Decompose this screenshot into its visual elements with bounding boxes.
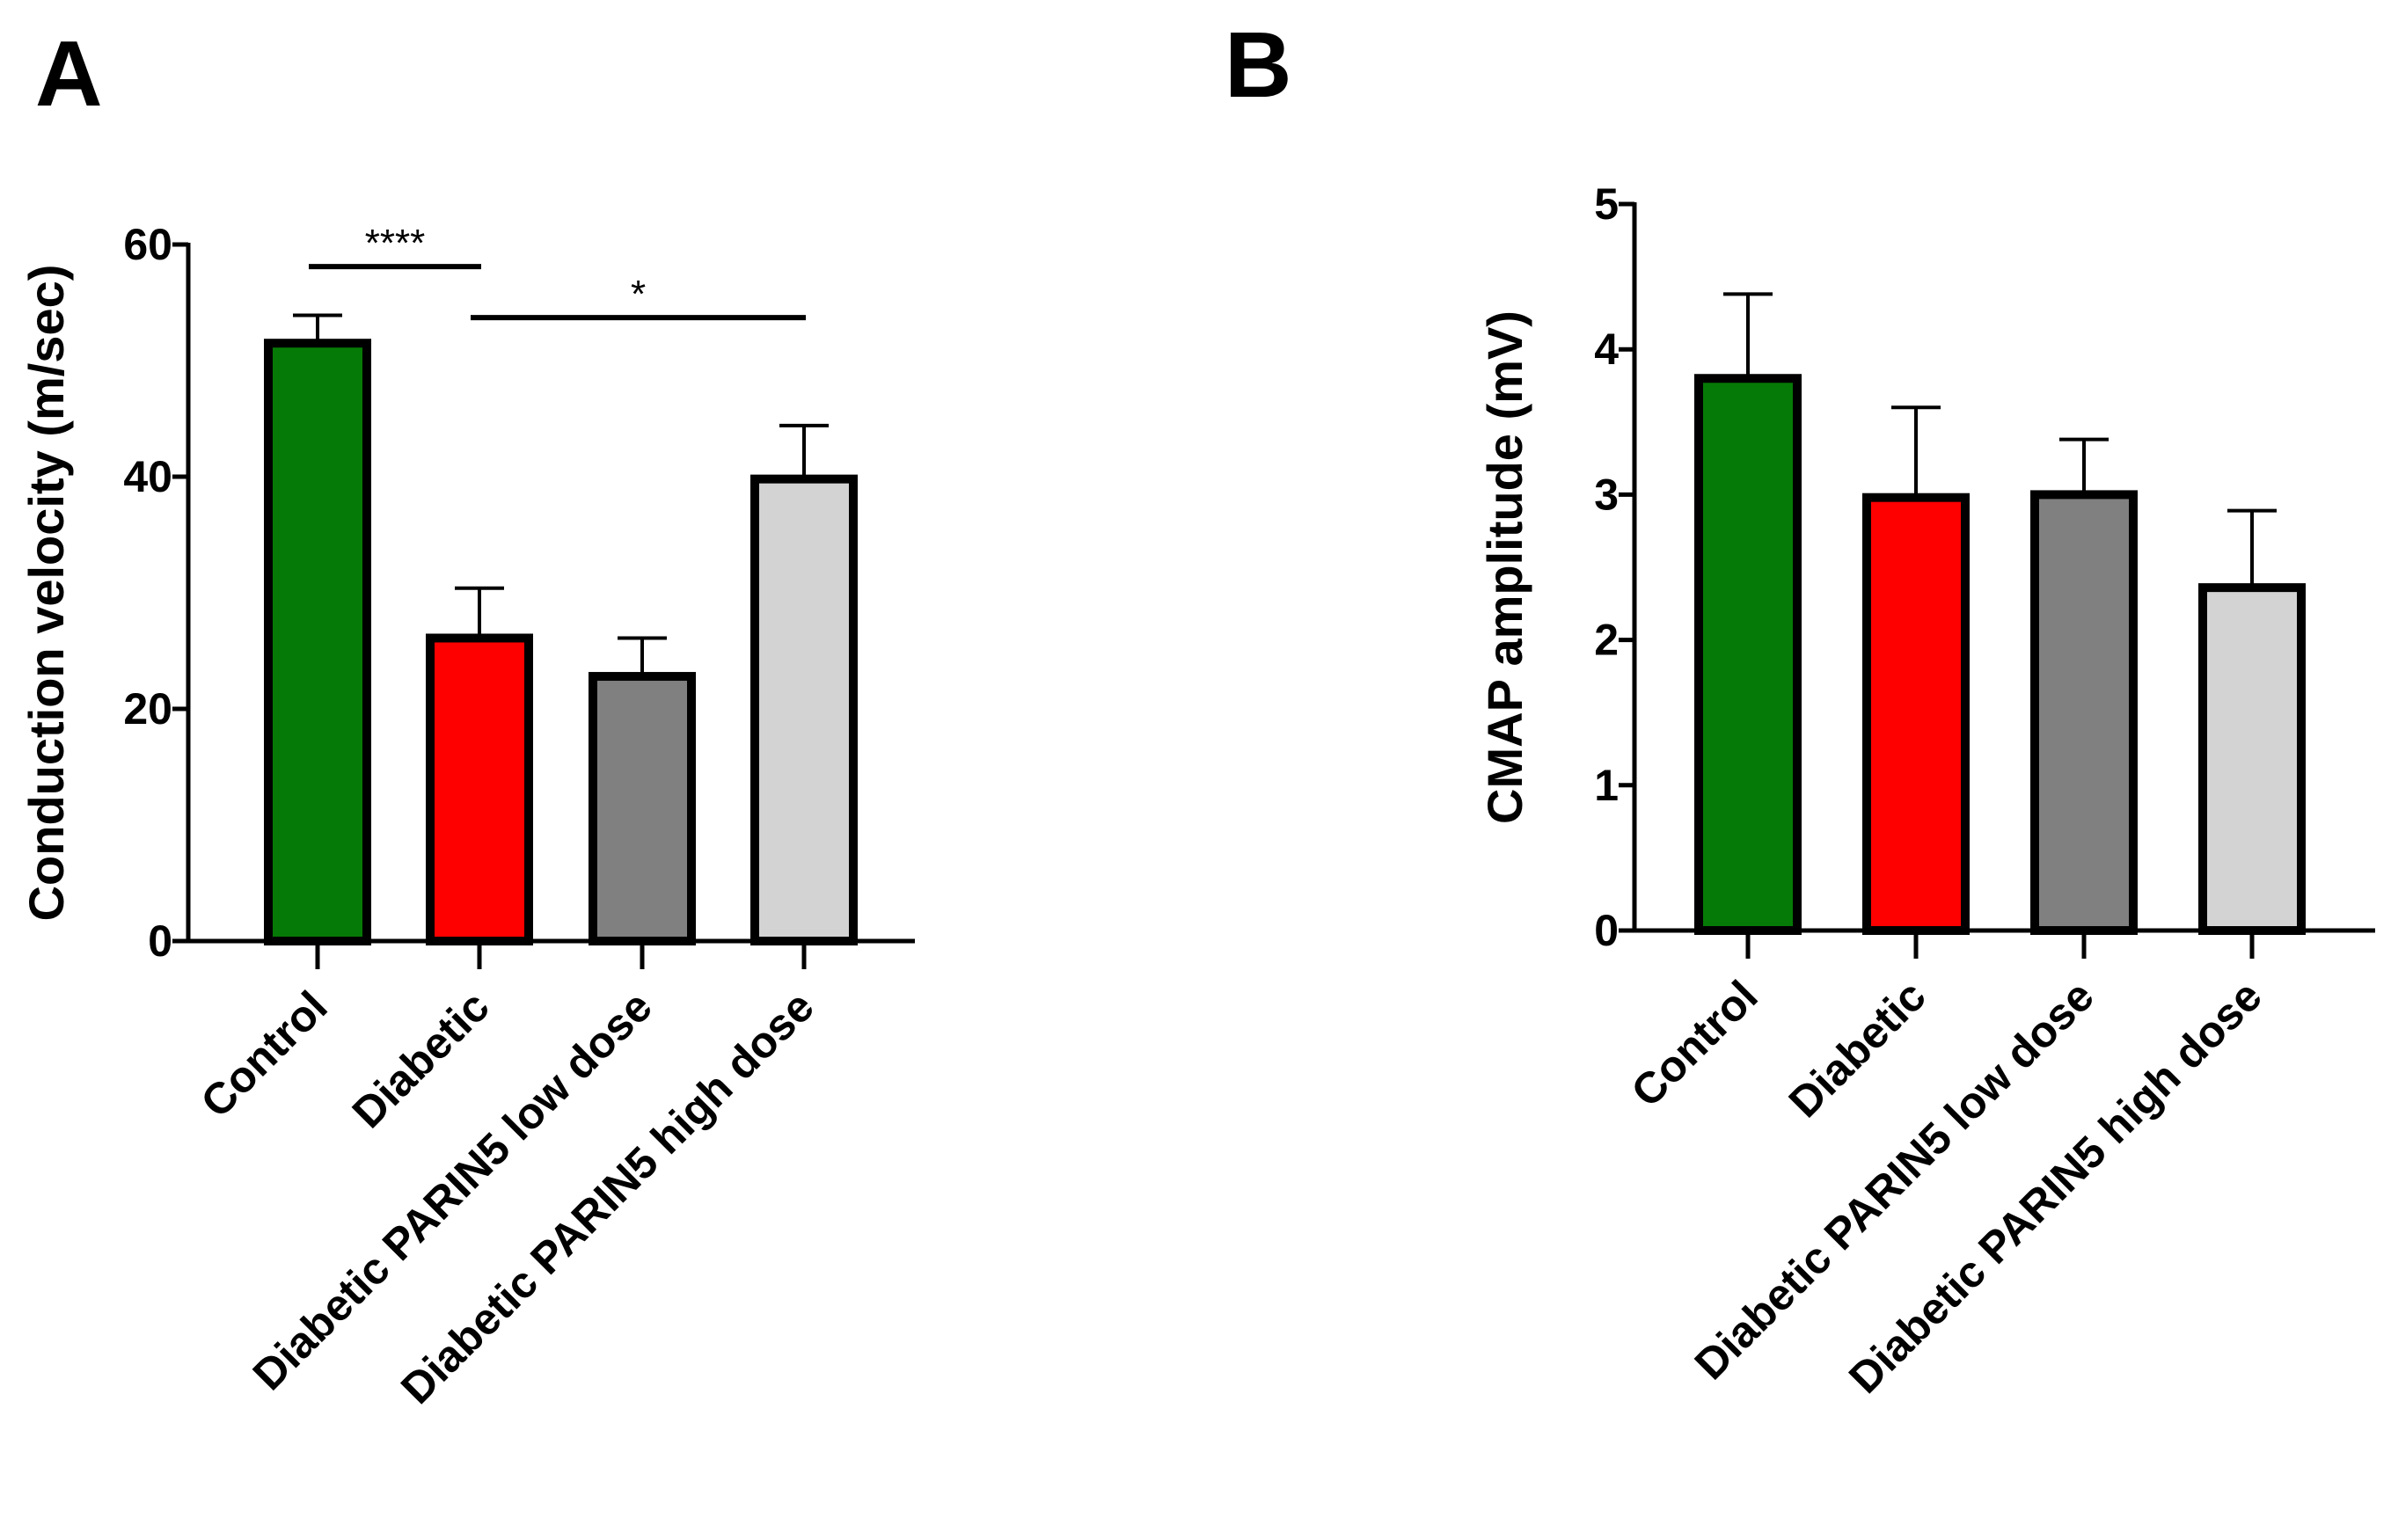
bar-b-3 — [2030, 490, 2138, 936]
bar-b-1 — [1694, 374, 1802, 935]
bar-a-4 — [750, 474, 858, 945]
bar-a-1 — [264, 339, 371, 945]
bar-a-3 — [589, 672, 696, 945]
y-axis-title-a: Conduction velocity (m/sec) — [18, 265, 74, 922]
y-axis-title-b: CMAP amplitude (mV) — [1477, 310, 1532, 824]
bar-a-2 — [426, 633, 533, 945]
x-category-label-b-2: Diabetic — [1780, 971, 1935, 1127]
bar-b-2 — [1862, 493, 1970, 935]
x-category-label-a-2: Diabetic — [343, 982, 499, 1137]
y-tick-label-b-2: 2 — [1594, 616, 1619, 665]
y-tick-label-b-1: 1 — [1594, 761, 1619, 810]
y-tick-label-a-0: 0 — [148, 916, 172, 966]
y-tick-label-b-0: 0 — [1594, 906, 1619, 955]
y-tick-label-a-2: 40 — [123, 452, 172, 501]
significance-label-a-1: **** — [365, 222, 426, 265]
significance-label-a-2: * — [631, 273, 646, 316]
x-category-label-a-1: Control — [192, 982, 337, 1127]
panel-label-a: A — [35, 22, 103, 126]
y-tick-label-a-1: 20 — [123, 684, 172, 734]
y-tick-label-b-5: 5 — [1594, 179, 1619, 229]
y-tick-label-a-3: 60 — [123, 220, 172, 269]
x-category-label-b-1: Control — [1622, 971, 1767, 1116]
y-tick-label-b-3: 3 — [1594, 470, 1619, 519]
panel-label-b: B — [1225, 13, 1292, 117]
y-tick-label-b-4: 4 — [1594, 325, 1619, 374]
bar-b-4 — [2198, 583, 2306, 935]
